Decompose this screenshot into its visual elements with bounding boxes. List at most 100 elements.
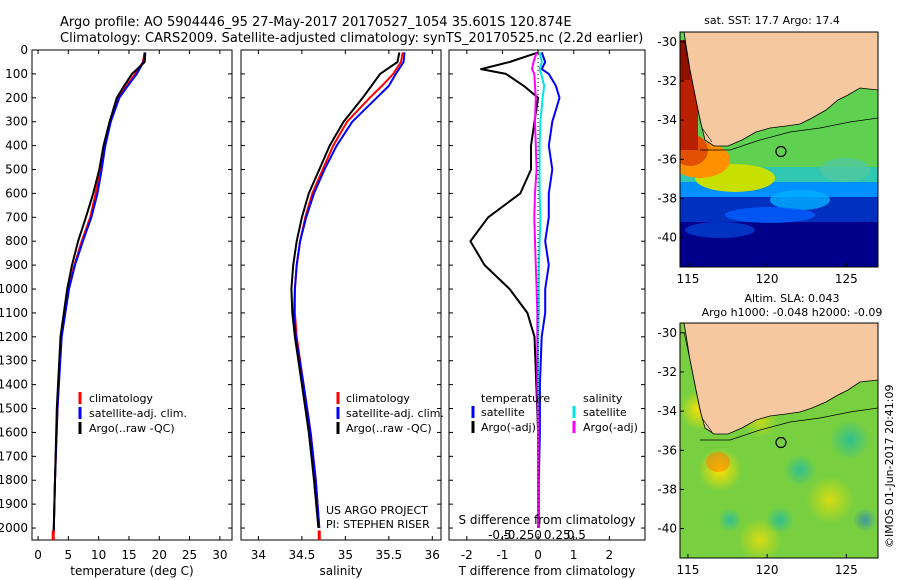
sla-map-argo-marker bbox=[775, 436, 787, 449]
header-line-2: Climatology: CARS2009. Satellite-adjuste… bbox=[60, 31, 643, 46]
lon-tick-label: 125 bbox=[835, 563, 858, 577]
lat-tick-label: -40 bbox=[657, 522, 677, 536]
x-tick-label: 35 bbox=[338, 548, 353, 562]
lat-tick-label: -30 bbox=[657, 326, 677, 340]
depth-tick-label: 1800 bbox=[0, 473, 28, 487]
difference-legend: temperature salinity satellite Argo(-adj… bbox=[471, 392, 638, 434]
lat-tick-label: -30 bbox=[657, 35, 677, 49]
series-line bbox=[537, 52, 561, 528]
temperature-ticks: 0 5 10 15 20 25 30 bbox=[32, 49, 232, 562]
salinity-legend: climatology satellite-adj. clim. Argo(..… bbox=[326, 392, 444, 531]
lat-tick-label: -32 bbox=[657, 74, 677, 88]
difference-series bbox=[469, 50, 561, 540]
x-tick-label: 1 bbox=[570, 548, 578, 562]
lat-tick-label: -38 bbox=[657, 482, 677, 496]
legend-label-satellite: satellite-adj. clim. bbox=[89, 407, 187, 420]
sla-map-frame bbox=[679, 322, 879, 559]
depth-tick-label: 1600 bbox=[0, 425, 28, 439]
depth-tick-label: 1000 bbox=[0, 282, 28, 296]
lat-tick-label: -40 bbox=[657, 231, 677, 245]
x-tick-label: 2 bbox=[606, 548, 614, 562]
depth-tick-label: 900 bbox=[5, 258, 28, 272]
depth-tick-labels: 0 100 200 300 400 500 600 700 800 900 1000 1100 1200… bbox=[0, 43, 28, 535]
depth-tick-label: 500 bbox=[5, 163, 28, 177]
legend-label-s-argo: Argo(-adj) bbox=[583, 421, 638, 434]
depth-tick-label: 1700 bbox=[0, 449, 28, 463]
depth-tick-label: 1100 bbox=[0, 306, 28, 320]
salinity-ticks: 34 34.5 35 35.5 36 bbox=[241, 49, 441, 562]
legend-title-temperature: temperature bbox=[481, 392, 550, 405]
legend-label-s-satellite: satellite bbox=[583, 406, 627, 419]
lon-tick-label: 115 bbox=[676, 272, 699, 286]
credit-pi: PI: STEPHEN RISER bbox=[326, 518, 430, 531]
legend-label-climatology: climatology bbox=[346, 392, 410, 405]
x-tick-label: 34 bbox=[251, 548, 266, 562]
x-tick-label: 0 bbox=[34, 548, 42, 562]
x-tick-label: -2 bbox=[461, 548, 473, 562]
lat-tick-label: -32 bbox=[657, 365, 677, 379]
lat-tick-label: -34 bbox=[657, 404, 677, 418]
legend-label-t-argo: Argo(-adj) bbox=[481, 421, 536, 434]
x-tick-label: 10 bbox=[91, 548, 106, 562]
difference-x2label: S difference from climatology bbox=[459, 513, 636, 527]
x-tick-label: 35.5 bbox=[375, 548, 402, 562]
depth-tick-label: 2000 bbox=[0, 521, 28, 535]
depth-tick-label: 800 bbox=[5, 234, 28, 248]
x2-tick-label: 0.5 bbox=[567, 528, 586, 542]
x2-tick-label: 0.25 bbox=[544, 528, 571, 542]
depth-tick-label: 700 bbox=[5, 210, 28, 224]
sst-map-frame bbox=[679, 31, 879, 268]
lon-tick-label: 125 bbox=[835, 272, 858, 286]
x-tick-label: 15 bbox=[121, 548, 136, 562]
x-tick-label: 25 bbox=[182, 548, 197, 562]
sst-map-ticks: 115 120 125 -30 -32 -34 -36 -38 -40 bbox=[657, 35, 857, 286]
sla-map-title: Altim. SLA: 0.043 bbox=[744, 292, 839, 305]
temperature-series bbox=[51, 52, 147, 540]
series-line bbox=[293, 52, 406, 529]
header-line-1: Argo profile: AO 5904446_95 27-May-2017 … bbox=[60, 15, 572, 30]
depth-tick-label: 600 bbox=[5, 186, 28, 200]
sla-map-field bbox=[680, 323, 878, 558]
depth-tick-label: 1300 bbox=[0, 354, 28, 368]
depth-tick-label: 400 bbox=[5, 139, 28, 153]
salinity-xlabel: salinity bbox=[319, 564, 362, 578]
lat-tick-label: -38 bbox=[657, 191, 677, 205]
imos-timestamp: ©IMOS 01-Jun-2017 20:41:09 bbox=[883, 384, 896, 548]
sla-map-ticks: 115 120 125 -30 -32 -34 -36 -38 -40 bbox=[657, 326, 857, 577]
credit-project: US ARGO PROJECT bbox=[326, 504, 428, 517]
lat-tick-label: -36 bbox=[657, 443, 677, 457]
depth-tick-label: 200 bbox=[5, 91, 28, 105]
series-line bbox=[290, 52, 401, 529]
x-tick-label: 5 bbox=[65, 548, 73, 562]
lat-tick-label: -36 bbox=[657, 152, 677, 166]
difference-xlabel: T difference from climatology bbox=[458, 564, 636, 578]
depth-tick-label: 1900 bbox=[0, 497, 28, 511]
depth-tick-label: 1200 bbox=[0, 330, 28, 344]
series-line bbox=[469, 51, 540, 528]
lon-tick-label: 120 bbox=[756, 563, 779, 577]
legend-label-argo: Argo(..raw -QC) bbox=[346, 422, 432, 435]
x2-tick-label: -0.5 bbox=[488, 528, 511, 542]
lat-tick-label: -34 bbox=[657, 113, 677, 127]
temperature-legend: climatology satellite-adj. clim. Argo(..… bbox=[78, 392, 187, 435]
difference-axes bbox=[448, 49, 646, 541]
legend-label-satellite: satellite-adj. clim. bbox=[346, 407, 444, 420]
depth-tick-label: 0 bbox=[20, 43, 28, 57]
legend-title-salinity: salinity bbox=[583, 392, 623, 405]
sst-map-title: sat. SST: 17.7 Argo: 17.4 bbox=[704, 14, 840, 27]
sst-map-field bbox=[680, 32, 878, 267]
lon-tick-label: 120 bbox=[756, 272, 779, 286]
series-line bbox=[52, 52, 147, 540]
salinity-series bbox=[290, 52, 406, 540]
temperature-axes bbox=[31, 49, 233, 541]
legend-label-argo: Argo(..raw -QC) bbox=[89, 422, 175, 435]
salinity-axes bbox=[240, 49, 442, 541]
legend-label-climatology: climatology bbox=[89, 392, 153, 405]
depth-tick-label: 1500 bbox=[0, 402, 28, 416]
x-tick-label: 36 bbox=[425, 548, 440, 562]
legend-label-t-satellite: satellite bbox=[481, 406, 525, 419]
x-tick-label: 34.5 bbox=[289, 548, 316, 562]
x2-tick-label: -0.25 bbox=[503, 528, 534, 542]
